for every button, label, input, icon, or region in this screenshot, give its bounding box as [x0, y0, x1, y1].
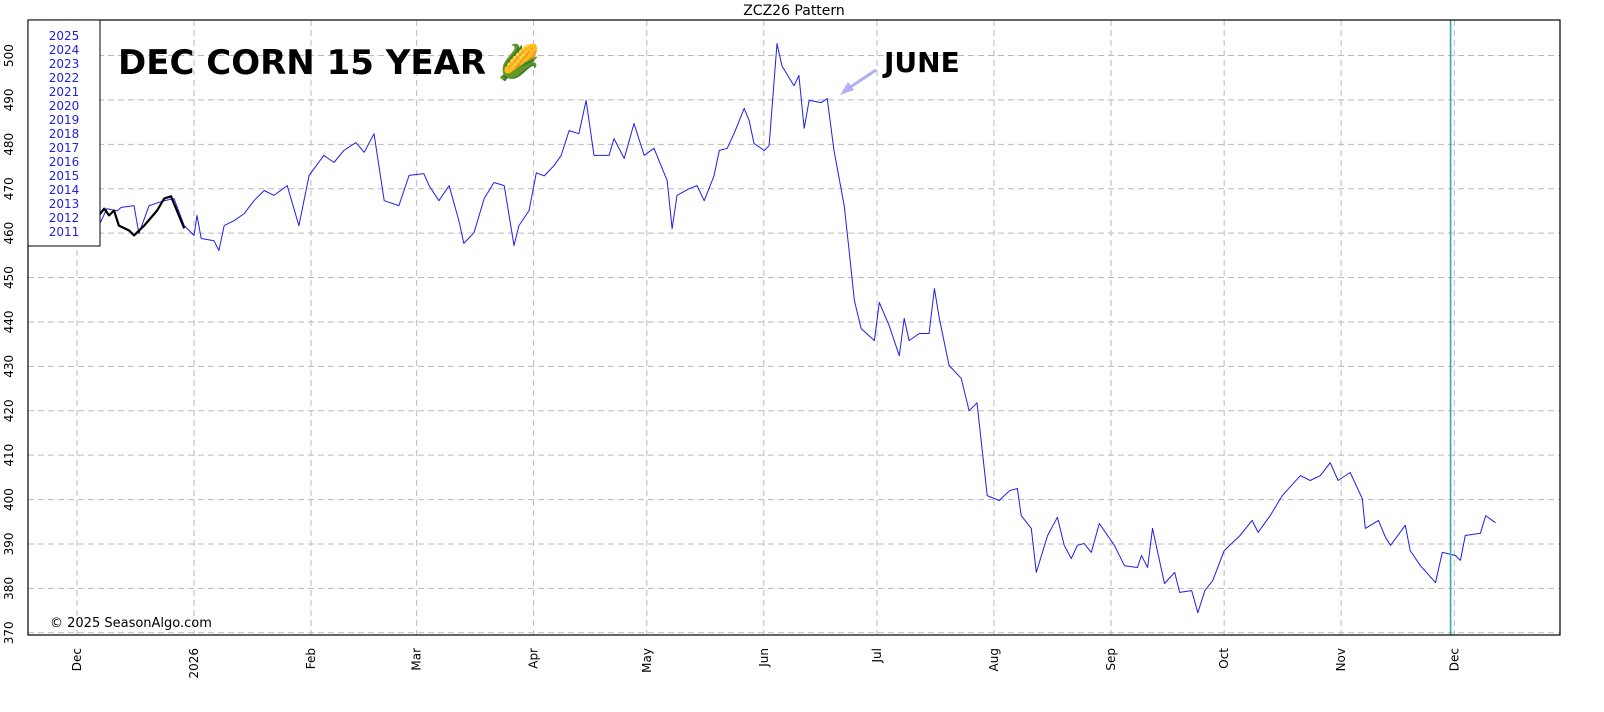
plot-frame [27, 19, 1561, 636]
x-tick-label: Aug [987, 648, 1001, 671]
x-tick-label: Nov [1334, 648, 1348, 671]
legend-year: 2014 [49, 183, 80, 197]
legend-year: 2020 [49, 99, 80, 113]
legend-year: 2024 [49, 43, 80, 57]
x-tick-label: May [640, 648, 654, 673]
y-tick-label: 390 [2, 533, 16, 556]
legend-year: 2015 [49, 169, 80, 183]
legend-year: 2021 [49, 85, 80, 99]
y-tick-label: 400 [2, 488, 16, 511]
y-tick-label: 420 [2, 399, 16, 422]
legend-year: 2016 [49, 155, 80, 169]
x-tick-label: Mar [410, 648, 424, 671]
legend-year: 2019 [49, 113, 80, 127]
y-tick-label: 490 [2, 88, 16, 111]
y-tick-label: 380 [2, 577, 16, 600]
x-tick-label: Sep [1104, 648, 1118, 671]
legend-box [27, 19, 101, 247]
x-tick-label: Dec [1447, 648, 1461, 671]
y-tick-label: 480 [2, 133, 16, 156]
legend-year: 2025 [49, 29, 80, 43]
y-tick-label: 370 [2, 621, 16, 644]
x-tick-label: Apr [527, 648, 541, 669]
plot [78, 20, 1496, 635]
x-tick-label: Jul [870, 648, 884, 663]
x-tick-label: Feb [304, 648, 318, 669]
annotation-title: DEC CORN 15 YEAR 🌽 [118, 42, 540, 83]
y-tick-label: 460 [2, 222, 16, 245]
x-tick-label: Oct [1217, 648, 1231, 669]
y-tick-label: 450 [2, 266, 16, 289]
legend-year: 2023 [49, 57, 80, 71]
x-tick-label: 2026 [187, 648, 201, 679]
legend-year: 2012 [49, 211, 80, 225]
grid: 370 380 390 400 410 420 430 440 450 460 470 480 490 5… [2, 20, 1560, 679]
y-tick-label: 500 [2, 44, 16, 67]
series-line [78, 43, 1496, 614]
chart-title: ZCZ26 Pattern [743, 3, 845, 19]
y-tick-label: 440 [2, 310, 16, 333]
x-tick-label: Dec [70, 648, 84, 671]
legend-year: 2022 [49, 71, 80, 85]
legend-year: 2011 [49, 225, 80, 239]
x-tick-label: Jun [757, 648, 771, 668]
legend-year: 2017 [49, 141, 80, 155]
copyright: © 2025 SeasonAlgo.com [50, 616, 212, 631]
y-tick-label: 410 [2, 444, 16, 467]
legend-year: 2018 [49, 127, 80, 141]
series-line [98, 195, 186, 237]
legend: 2025202420232022202120202019201820172016… [49, 29, 80, 239]
annotation-june: JUNE [882, 46, 960, 79]
y-tick-label: 430 [2, 355, 16, 378]
legend-year: 2013 [49, 197, 80, 211]
annotation-arrowhead [840, 82, 854, 95]
y-tick-label: 470 [2, 177, 16, 200]
